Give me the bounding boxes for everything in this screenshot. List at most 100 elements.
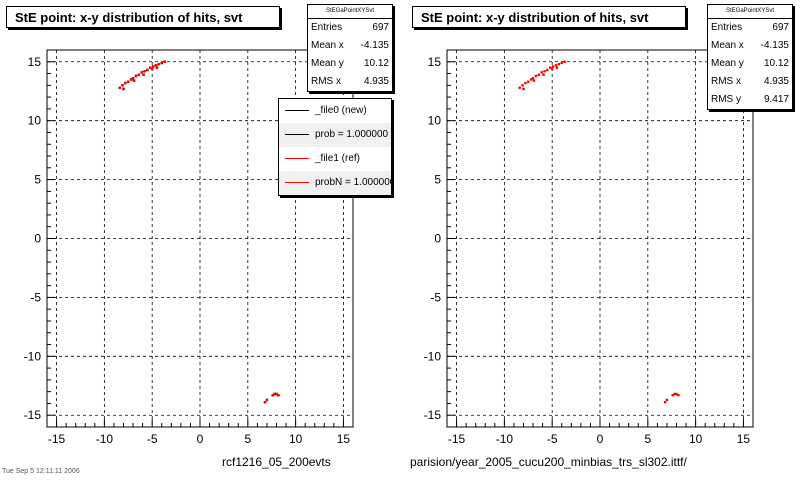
y-tick-label: 0 bbox=[34, 232, 41, 246]
right-scatter-plot: -15 -10 -5 0 5 10 15 -15 -10 -5 0 5 10 15 bbox=[424, 49, 754, 446]
data-point bbox=[521, 84, 524, 87]
data-point bbox=[277, 393, 280, 397]
data-point bbox=[529, 78, 533, 81]
right-plot-pad: -15 -10 -5 0 5 10 15 -15 -10 -5 0 5 10 15 StE point: … bbox=[400, 0, 800, 469]
data-point bbox=[149, 66, 152, 69]
legend: _file0 (new) prob = 1.000000 _file1 (ref… bbox=[278, 98, 392, 196]
data-point bbox=[271, 393, 274, 397]
y-tick-label: 15 bbox=[428, 55, 442, 69]
data-point bbox=[160, 61, 163, 65]
data-point bbox=[560, 61, 563, 65]
right-plot-title: StE point: x-y distribution of hits, svt bbox=[412, 6, 686, 28]
data-point bbox=[554, 64, 558, 67]
y-tick-label: -15 bbox=[424, 408, 442, 422]
x-tick-label: 5 bbox=[644, 432, 651, 446]
data-point bbox=[563, 60, 566, 63]
data-point bbox=[118, 86, 121, 89]
legend-entry-probn: probN = 1.000000 bbox=[279, 171, 391, 195]
left-footer-label: rcf1216_05_200evts bbox=[222, 455, 331, 469]
left-scatter-plot: -15 -10 -5 0 5 10 15 -15 -10 -5 0 5 10 15 bbox=[24, 49, 354, 446]
data-point bbox=[134, 74, 138, 78]
data-point bbox=[127, 80, 130, 84]
stats-row: Mean y 10.12 bbox=[311, 58, 389, 69]
y-tick-label: -5 bbox=[30, 290, 41, 304]
data-point bbox=[157, 62, 161, 66]
data-point bbox=[122, 87, 125, 91]
data-point bbox=[542, 73, 545, 76]
data-point bbox=[555, 66, 559, 69]
right-footer-label: parision/year_2005_cucu200_minbias_trs_s… bbox=[410, 455, 687, 469]
data-point bbox=[151, 65, 155, 68]
left-stats-box: StEGaPointXYSvt Entries 697 Mean x -4.135 … bbox=[307, 4, 393, 92]
data-point bbox=[532, 79, 536, 82]
data-point bbox=[673, 392, 676, 396]
data-point bbox=[155, 66, 159, 69]
data-point bbox=[524, 81, 527, 85]
y-tick-label: -15 bbox=[24, 408, 42, 422]
data-point bbox=[534, 74, 538, 78]
data-point bbox=[163, 60, 166, 63]
stats-row: Entries 697 bbox=[311, 22, 389, 33]
x-tick-label: 15 bbox=[737, 432, 751, 446]
data-point bbox=[142, 73, 145, 76]
data-point bbox=[522, 87, 525, 91]
x-tick-label: 5 bbox=[244, 432, 251, 446]
legend-swatch bbox=[285, 182, 309, 183]
x-tick-label: 15 bbox=[337, 432, 351, 446]
data-point bbox=[518, 86, 521, 89]
x-tick-label: -5 bbox=[547, 432, 558, 446]
x-tick-label: 0 bbox=[597, 432, 604, 446]
stats-row: Mean x -4.135 bbox=[311, 40, 389, 51]
x-tick-label: -15 bbox=[448, 432, 466, 446]
stats-row: RMS x 4.935 bbox=[311, 76, 389, 87]
data-point bbox=[146, 68, 149, 72]
stats-row: Entries 697 bbox=[711, 22, 789, 33]
stats-histogram-name: StEGaPointXYSvt bbox=[708, 5, 792, 19]
data-point bbox=[671, 393, 674, 397]
data-point bbox=[551, 65, 555, 68]
legend-swatch bbox=[285, 110, 309, 111]
data-point bbox=[124, 81, 127, 85]
data-point bbox=[537, 73, 540, 76]
stats-row: RMS y 9.417 bbox=[711, 94, 789, 105]
data-point bbox=[129, 78, 133, 81]
data-point bbox=[140, 71, 143, 74]
legend-entry-ref: _file1 (ref) bbox=[279, 147, 391, 171]
left-plot-pad: -15 -10 -5 0 5 10 15 -15 -10 -5 0 5 10 15 StE point: … bbox=[0, 0, 400, 469]
stats-row: RMS x 4.935 bbox=[711, 76, 789, 87]
data-point bbox=[143, 70, 146, 73]
x-tick-label: 10 bbox=[689, 432, 703, 446]
y-tick-label: 15 bbox=[28, 55, 42, 69]
stats-row: Mean y 10.12 bbox=[711, 58, 789, 69]
data-point bbox=[263, 401, 267, 404]
stats-row: Mean x -4.135 bbox=[711, 40, 789, 51]
data-point bbox=[531, 77, 535, 80]
y-tick-label: 0 bbox=[434, 232, 441, 246]
y-tick-label: 10 bbox=[28, 114, 42, 128]
y-tick-label: -10 bbox=[24, 349, 42, 363]
data-point bbox=[265, 398, 269, 402]
data-point bbox=[527, 80, 530, 84]
data-point bbox=[543, 70, 546, 73]
y-tick-label: -10 bbox=[424, 349, 442, 363]
right-stats-box: StEGaPointXYSvt Entries 697 Mean x -4.135 … bbox=[707, 4, 793, 110]
data-point bbox=[546, 68, 549, 72]
data-point bbox=[154, 64, 158, 67]
legend-swatch bbox=[285, 158, 309, 159]
x-tick-label: 10 bbox=[289, 432, 303, 446]
x-tick-label: -10 bbox=[96, 432, 114, 446]
data-point bbox=[131, 77, 135, 80]
data-point bbox=[132, 79, 136, 82]
data-point bbox=[275, 392, 278, 396]
timestamp: Tue Sep 5 12:11:11 2006 bbox=[2, 468, 80, 475]
data-point bbox=[550, 67, 554, 71]
data-point bbox=[557, 62, 561, 66]
data-point bbox=[665, 398, 669, 402]
x-tick-label: -10 bbox=[496, 432, 514, 446]
legend-swatch bbox=[285, 134, 309, 135]
data-point bbox=[121, 84, 124, 87]
y-tick-label: 5 bbox=[34, 173, 41, 187]
legend-entry-new: _file0 (new) bbox=[279, 99, 391, 123]
legend-entry-prob: prob = 1.000000 bbox=[279, 123, 391, 147]
